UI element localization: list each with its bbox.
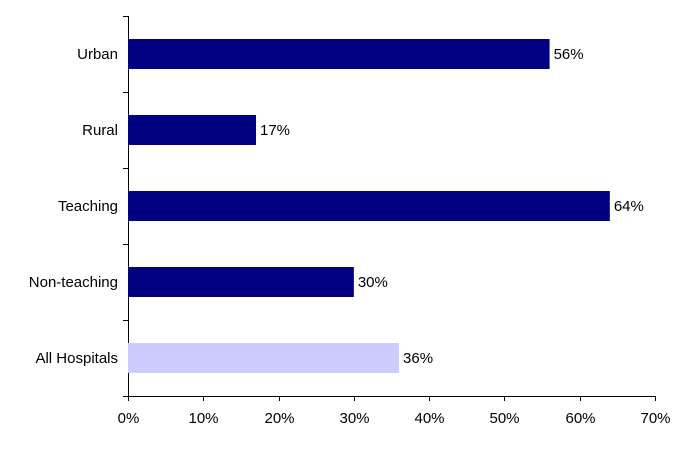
value-label: 17% [260, 122, 290, 139]
bar [128, 191, 610, 221]
x-tick-label: 70% [640, 410, 670, 427]
x-tick-label: 40% [414, 410, 444, 427]
value-label: 36% [403, 350, 433, 367]
x-tick-label: 60% [565, 410, 595, 427]
y-tick-label: Non-teaching [29, 274, 118, 291]
bar [128, 343, 400, 373]
x-tick-label: 10% [188, 410, 218, 427]
value-label: 64% [614, 198, 644, 215]
y-tick-label: Urban [77, 46, 118, 63]
y-tick-label: Teaching [58, 198, 118, 215]
x-tick-label: 20% [264, 410, 294, 427]
bar [128, 267, 354, 297]
bar [128, 39, 550, 69]
x-tick-label: 30% [339, 410, 369, 427]
y-tick-label: All Hospitals [35, 350, 118, 367]
y-tick-label: Rural [82, 122, 118, 139]
x-tick-label: 50% [489, 410, 519, 427]
value-label: 30% [358, 274, 388, 291]
value-label: 56% [554, 46, 584, 63]
bar [128, 115, 256, 145]
x-tick-label: 0% [118, 410, 140, 427]
